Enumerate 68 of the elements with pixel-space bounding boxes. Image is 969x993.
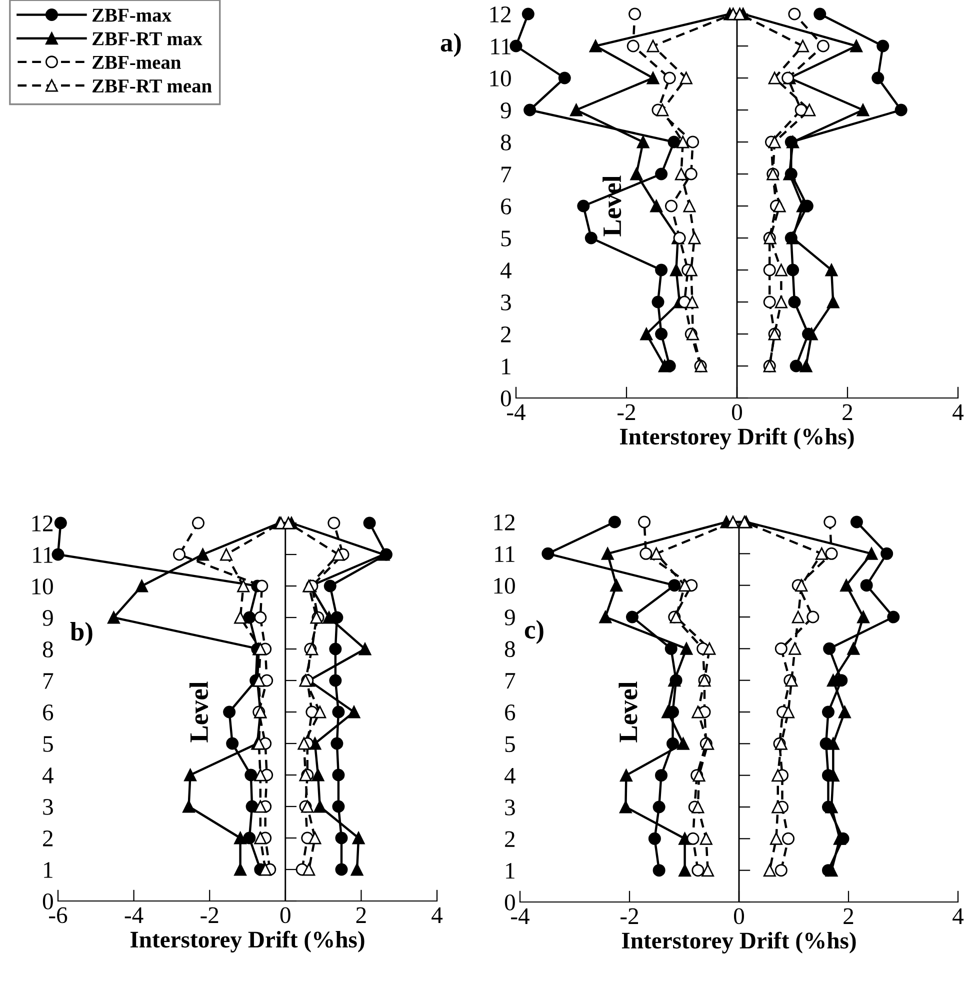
y-tick-label: 7	[506, 673, 516, 689]
y-tick-label: 0	[500, 390, 511, 406]
y-tick-label: 9	[500, 102, 511, 118]
y-tick-label: 0	[504, 894, 515, 910]
text: c)	[524, 620, 544, 644]
x-tick-label: -2	[620, 908, 638, 924]
x-tick-label: -4	[511, 908, 530, 924]
x-axis-title: Interstorey Drift (%hs)	[130, 930, 364, 952]
x-tick-label: 0	[280, 907, 290, 924]
x-tick-label: -4	[124, 907, 144, 923]
y-tick-label: 2	[43, 830, 53, 846]
y-tick-label: 2	[501, 326, 511, 342]
y-tick-label: 10	[32, 578, 53, 594]
y-tick-label: 11	[495, 546, 514, 562]
x-tick-label: 0	[732, 404, 742, 420]
x-tick-label: 4	[952, 908, 964, 924]
x-tick-label: -2	[618, 404, 636, 420]
y-axis-title: Level	[189, 682, 208, 742]
y-tick-label: 10	[494, 578, 515, 594]
y-tick-label: 4	[504, 768, 516, 784]
y-tick-label: 3	[501, 294, 511, 310]
y-tick-label: 5	[501, 230, 511, 246]
y-tick-label: 12	[32, 516, 53, 532]
y-tick-label: 5	[505, 736, 515, 752]
y-tick-label: 1	[502, 358, 510, 374]
y-tick-label: 11	[33, 547, 52, 563]
y-tick-label: 9	[42, 610, 53, 626]
x-tick-label: -2	[200, 907, 218, 923]
y-tick-label: 12	[490, 6, 511, 22]
y-tick-label: 6	[501, 198, 512, 214]
y-tick-label: 7	[502, 166, 512, 182]
y-tick-label: 12	[494, 514, 515, 530]
y-tick-label: 1	[44, 862, 52, 878]
y-tick-label: 9	[504, 610, 515, 626]
y-tick-label: 6	[505, 704, 516, 720]
text: a)	[440, 33, 461, 57]
x-tick-label: 4	[432, 907, 443, 923]
y-tick-label: 3	[43, 799, 53, 815]
y-tick-label: 5	[43, 736, 53, 752]
x-tick-label: 4	[952, 404, 964, 420]
y-axis-title: Level	[618, 682, 638, 742]
text: b)	[70, 622, 92, 646]
x-tick-label: 2	[844, 908, 854, 924]
legend-label: ZBF-RT mean	[92, 80, 212, 93]
x-tick-label: -6	[49, 907, 68, 924]
legend-label: ZBF-max	[92, 8, 172, 22]
y-tick-label: 8	[500, 134, 511, 150]
y-tick-label: 4	[42, 768, 54, 784]
y-tick-label: 7	[44, 673, 54, 689]
y-tick-label: 0	[42, 893, 53, 910]
legend-label: ZBF-mean	[92, 56, 181, 69]
y-tick-label: 4	[500, 262, 512, 278]
x-tick-label: 2	[842, 404, 852, 420]
y-tick-label: 11	[491, 38, 510, 54]
x-axis-title: Interstorey Drift (%hs)	[620, 428, 854, 450]
x-axis-title: Interstorey Drift (%hs)	[622, 932, 856, 954]
x-tick-label: -4	[507, 404, 526, 420]
y-tick-label: 8	[42, 641, 53, 658]
y-tick-label: 10	[490, 70, 511, 86]
x-tick-label: 2	[356, 907, 366, 923]
y-tick-label: 6	[43, 704, 54, 720]
y-tick-label: 8	[504, 641, 515, 658]
y-tick-label: 1	[506, 862, 514, 879]
y-axis-title: Level	[602, 176, 622, 236]
y-tick-label: 3	[505, 800, 515, 816]
x-tick-label: 0	[734, 908, 744, 924]
y-tick-label: 2	[505, 831, 515, 847]
legend-label: ZBF-RT max	[92, 32, 202, 46]
